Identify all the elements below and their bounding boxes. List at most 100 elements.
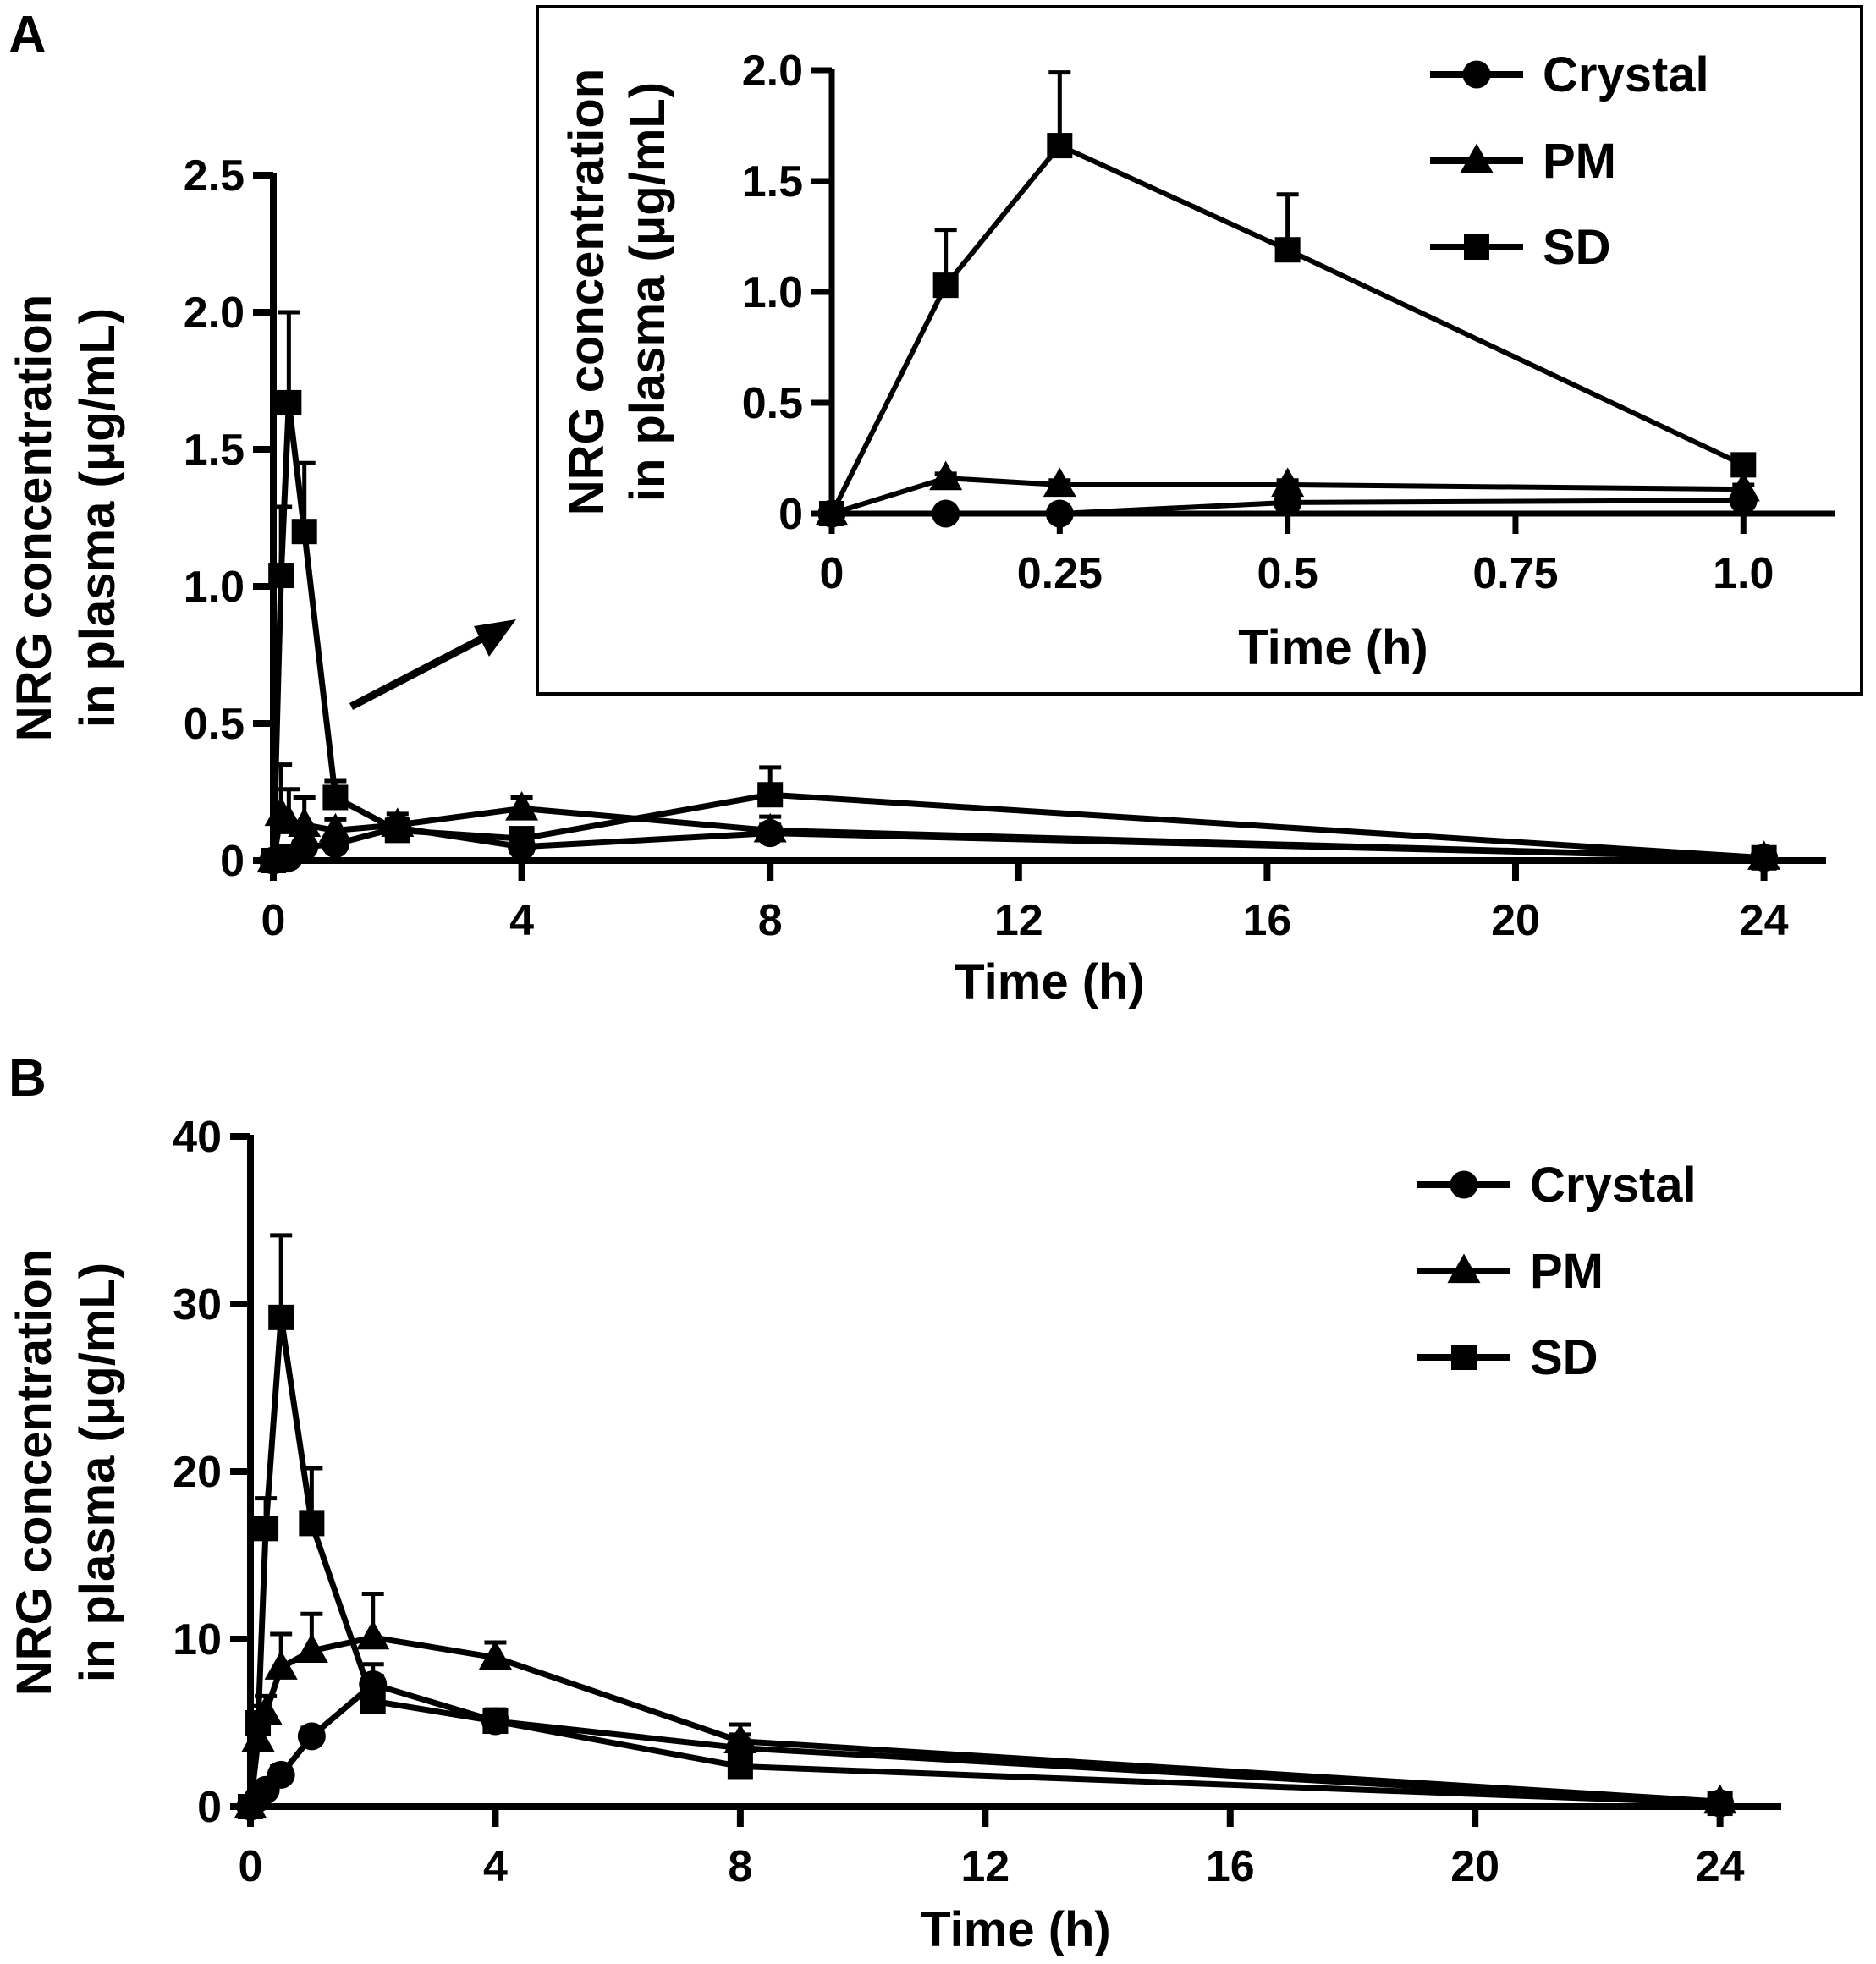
x-tick-label: 16 [1206, 1842, 1255, 1891]
data-point-pm [1271, 467, 1305, 498]
data-point-crystal [267, 1760, 295, 1789]
series-sd [238, 1233, 1733, 1819]
y-tick-label: 10 [173, 1615, 222, 1664]
y-axis-title-line: in plasma (μg/mL) [70, 308, 125, 728]
data-point-sd [482, 1708, 509, 1735]
legend-marker-pm [1460, 143, 1494, 173]
series-pm [256, 762, 1781, 873]
x-tick-label: 0.5 [1257, 549, 1318, 598]
x-axis-title: Time (h) [921, 1902, 1111, 1957]
chart-b: 0 10 20 30 40 0 4 8 12 16 20 24 Time (h) NRG concentr… [7, 1049, 1781, 1957]
data-point-sd [299, 1510, 325, 1537]
legend-label-sd: SD [1530, 1330, 1598, 1385]
y-axis-title-line: NRG concentration [559, 69, 614, 516]
data-point-sd [276, 389, 302, 415]
data-point-sd [819, 501, 844, 526]
data-point-crystal [297, 1722, 326, 1751]
x-tick-label: 12 [994, 896, 1043, 945]
inset-frame [536, 5, 1863, 696]
data-point-pm [505, 790, 539, 821]
data-point-sd [322, 784, 349, 811]
y-axis-title-line: NRG concentration [7, 1249, 62, 1697]
panel-label: B [8, 1049, 47, 1108]
y-tick-label: 1.5 [742, 157, 803, 206]
data-point-pm [1726, 471, 1760, 502]
data-point-sd [268, 1304, 294, 1330]
data-point-sd [1730, 452, 1757, 478]
data-point-pm [723, 1724, 757, 1753]
data-point-pm [356, 1620, 390, 1650]
data-point-sd [1707, 1791, 1733, 1817]
legend-label-pm: PM [1530, 1244, 1604, 1299]
data-point-sd [245, 1710, 272, 1736]
legend-marker-crystal [1462, 60, 1491, 89]
y-axis-title-line: in plasma (μg/mL) [70, 1263, 125, 1682]
y-tick-label: 1.0 [742, 268, 803, 317]
data-point-sd [1047, 133, 1073, 159]
data-point-sd [261, 848, 286, 873]
chart-a-inset: 0 0.5 1.0 1.5 2.0 0 0.25 0.5 0.75 1.0 Time (h) NRG … [536, 5, 1863, 696]
series-sd [819, 70, 1757, 526]
x-axis-title: Time (h) [1238, 620, 1428, 675]
data-point-pm [318, 812, 352, 843]
y-axis-title-line: in plasma (μg/mL) [620, 82, 675, 502]
data-point-pm [264, 1650, 298, 1680]
x-tick-label: 24 [1740, 896, 1789, 945]
data-point-sd [253, 1516, 279, 1542]
data-point-pm [929, 460, 963, 491]
x-axis-title: Time (h) [955, 954, 1145, 1010]
x-tick-label: 0 [239, 1842, 263, 1891]
y-tick-label: 0 [778, 490, 803, 539]
legend-marker-pm [1447, 1253, 1481, 1284]
x-tick-label: 1.0 [1713, 549, 1774, 598]
data-point-sd [757, 782, 784, 808]
y-tick-label: 2.5 [184, 151, 245, 201]
series-sd [261, 310, 1777, 873]
legend-marker-sd [1464, 234, 1489, 260]
data-point-sd [360, 1688, 386, 1714]
legend-marker-crystal [1450, 1170, 1478, 1199]
x-tick-label: 20 [1491, 896, 1540, 945]
data-point-crystal [1045, 499, 1074, 528]
data-point-sd [1751, 844, 1777, 871]
data-point-sd [291, 519, 317, 545]
legend-marker-sd [1451, 1345, 1477, 1370]
y-tick-label: 2.0 [742, 47, 803, 96]
y-tick-label: 0 [220, 837, 245, 886]
data-point-sd [238, 1794, 263, 1819]
y-tick-label: 0.5 [742, 379, 803, 428]
data-point-sd [1274, 237, 1301, 263]
legend: Crystal PM SD [1417, 1158, 1697, 1385]
data-point-pm [288, 807, 322, 838]
data-point-pm [753, 812, 787, 843]
x-tick-label: 0 [261, 896, 286, 945]
data-point-sd [932, 272, 959, 299]
x-tick-label: 16 [1242, 896, 1291, 945]
series-line-pm [247, 1634, 1720, 1807]
data-point-pm [1043, 467, 1076, 498]
legend-label-crystal: Crystal [1543, 47, 1709, 102]
legend: Crystal PM SD [1430, 47, 1709, 275]
panel-label: A [8, 6, 47, 64]
legend-label-crystal: Crystal [1530, 1158, 1697, 1213]
y-tick-label: 20 [173, 1448, 222, 1497]
data-point-sd [509, 826, 535, 852]
x-tick-label: 4 [509, 896, 534, 945]
x-tick-label: 4 [483, 1842, 508, 1891]
y-tick-label: 1.5 [184, 426, 245, 475]
y-axis-title-line: NRG concentration [7, 294, 62, 742]
data-point-sd [268, 563, 294, 589]
data-point-pm [478, 1640, 512, 1670]
y-tick-label: 30 [173, 1280, 222, 1329]
data-point-crystal [932, 499, 960, 528]
x-tick-label: 8 [728, 1842, 752, 1891]
x-tick-label: 0.75 [1472, 549, 1558, 598]
x-tick-label: 20 [1450, 1842, 1499, 1891]
y-tick-label: 1.0 [184, 563, 245, 612]
y-tick-label: 0.5 [184, 700, 245, 749]
inset-pointer-arrow [349, 619, 516, 710]
data-point-sd [384, 817, 410, 844]
arrow-head [474, 619, 516, 657]
series-line-sd [247, 1314, 1720, 1807]
